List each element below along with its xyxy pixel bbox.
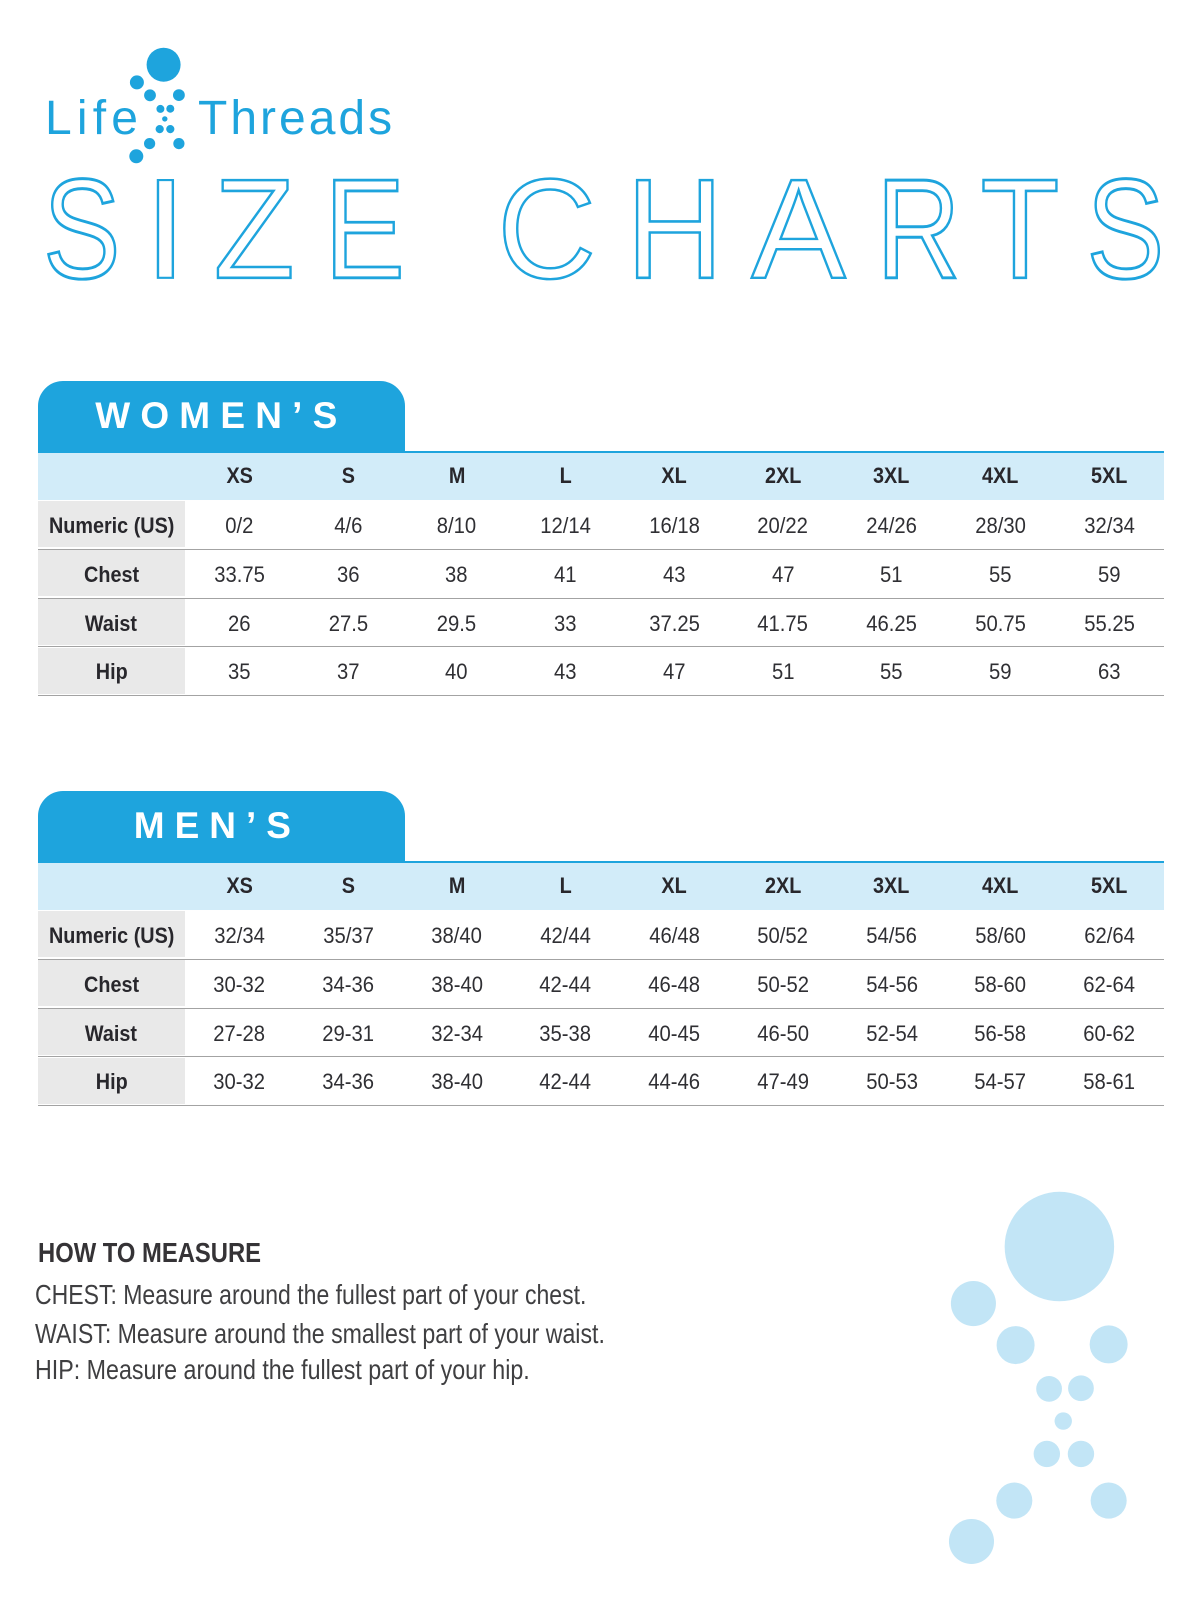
svg-text:A: A	[751, 151, 846, 309]
svg-text:C: C	[497, 149, 596, 308]
svg-text:S: S	[1087, 151, 1165, 309]
svg-text:T: T	[981, 149, 1060, 308]
svg-text:E: E	[324, 150, 405, 308]
svg-text:Z: Z	[214, 151, 295, 309]
svg-text:S: S	[43, 151, 120, 309]
svg-text:R: R	[876, 150, 960, 309]
svg-text:H: H	[626, 151, 723, 309]
svg-text:I: I	[143, 149, 187, 308]
